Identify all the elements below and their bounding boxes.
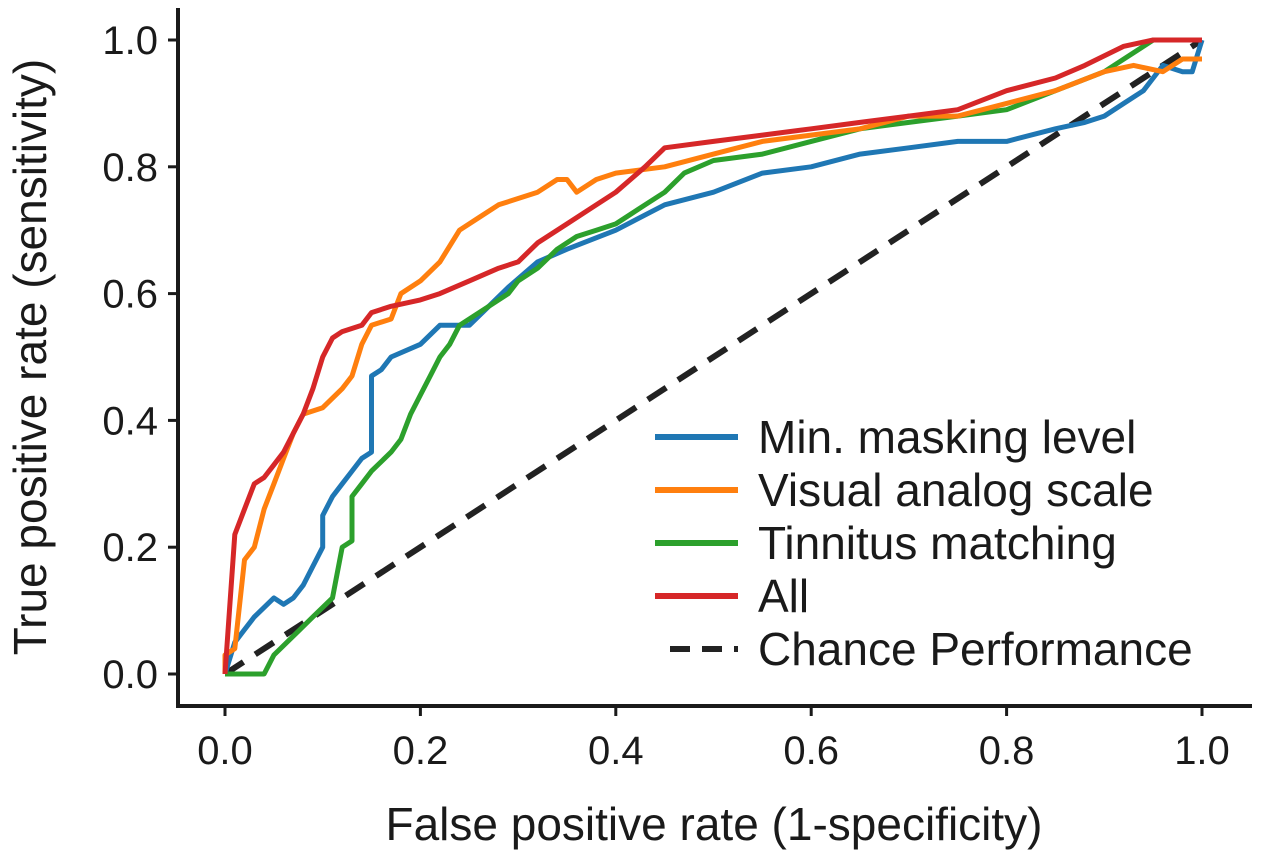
y-axis-title: True positive rate (sensitivity) — [4, 59, 56, 655]
x-tick-label: 0.0 — [197, 729, 253, 773]
series-line-visual-analog-scale — [222, 56, 1202, 674]
legend-label-min-masking-level: Min. masking level — [758, 411, 1136, 463]
y-tick-label: 0.6 — [102, 273, 158, 317]
series-group — [222, 37, 1205, 677]
y-tick-label: 1.0 — [102, 19, 158, 63]
x-tick-label: 1.0 — [1174, 729, 1230, 773]
x-tick-label: 0.6 — [783, 729, 839, 773]
y-tick-label: 0.8 — [102, 146, 158, 190]
x-tick-label: 0.8 — [979, 729, 1035, 773]
y-tick-label: 0.4 — [102, 399, 158, 443]
axes — [176, 8, 1252, 708]
x-tick-label: 0.2 — [393, 729, 449, 773]
series-line-chance-performance — [223, 37, 1204, 677]
ticks: 0.0 0.2 0.4 0.6 0.8 1.0 0.0 0.2 0.4 0.6 0.8 1.0 — [102, 19, 1229, 773]
legend-label-all: All — [758, 570, 809, 622]
series-line-min-masking-level — [222, 39, 1205, 675]
series-line-all — [222, 37, 1202, 675]
y-tick-label: 0.2 — [102, 526, 158, 570]
x-axis-title: False positive rate (1-specificity) — [386, 798, 1043, 850]
legend-label-tinnitus-matching: Tinnitus matching — [758, 517, 1117, 569]
legend-label-chance-performance: Chance Performance — [758, 623, 1193, 675]
legend-label-visual-analog-scale: Visual analog scale — [758, 464, 1154, 516]
x-tick-label: 0.4 — [588, 729, 644, 773]
y-tick-label: 0.0 — [102, 653, 158, 697]
